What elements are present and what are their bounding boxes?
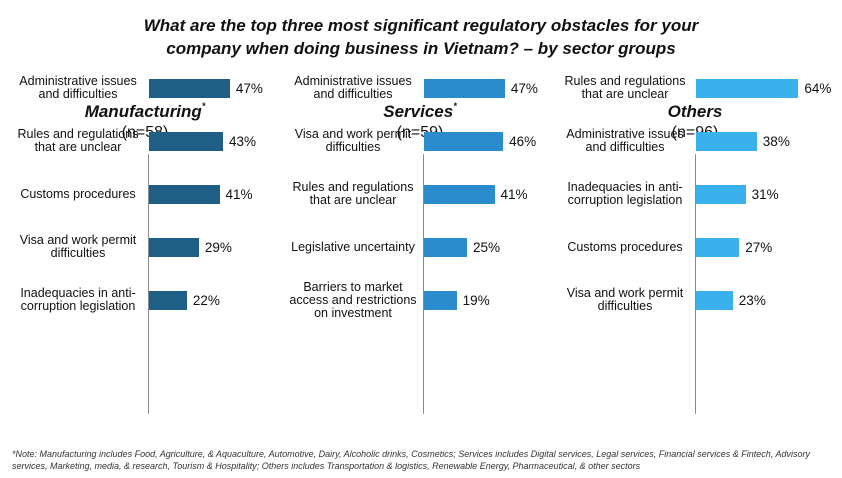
panel-title-text: Services bbox=[383, 102, 454, 121]
bar bbox=[696, 131, 757, 151]
data-label: 25% bbox=[473, 239, 501, 255]
category-label: Inadequacies in anti-corruption legislat… bbox=[20, 286, 136, 313]
manufacturing-panel: Manufacturing* (n=58) Administrative iss… bbox=[10, 75, 280, 426]
category-label: Inadequacies in anti-corruption legislat… bbox=[567, 180, 683, 207]
panel-title: Manufacturing* bbox=[10, 96, 280, 122]
bar bbox=[149, 184, 220, 204]
bar bbox=[149, 131, 223, 151]
bar bbox=[696, 237, 740, 257]
bar bbox=[696, 290, 733, 310]
category-label: Visa and work permit difficulties bbox=[19, 233, 137, 260]
bar bbox=[696, 78, 799, 98]
bar bbox=[149, 237, 199, 257]
chart-title-line: company when doing business in Vietnam? … bbox=[166, 39, 676, 58]
data-label: 43% bbox=[228, 133, 256, 149]
bar bbox=[696, 184, 746, 204]
bar bbox=[424, 131, 504, 151]
category-label: Rules and regulations that are unclear bbox=[292, 180, 414, 207]
chart-title-line: What are the top three most significant … bbox=[143, 16, 699, 35]
category-label: Administrative issues and difficulties bbox=[566, 127, 684, 154]
category-label: Rules and regulations that are unclear bbox=[17, 127, 139, 154]
bar bbox=[149, 78, 230, 98]
data-label: 64% bbox=[804, 80, 832, 96]
data-label: 38% bbox=[762, 133, 790, 149]
footnote-marker: * bbox=[201, 101, 206, 111]
category-axis-line bbox=[148, 154, 149, 414]
bar bbox=[424, 290, 457, 310]
footnote-marker: * bbox=[453, 101, 457, 111]
data-label: 47% bbox=[235, 80, 263, 96]
category-label: Rules and regulations that are unclear bbox=[564, 74, 686, 101]
panel-title: Services* bbox=[285, 96, 555, 122]
category-axis-line bbox=[695, 154, 696, 414]
chart-title: What are the top three most significant … bbox=[60, 14, 782, 60]
category-label: Administrative issues and difficulties bbox=[19, 74, 137, 101]
category-label: Legislative uncertainty bbox=[291, 239, 415, 254]
category-label: Barriers to market access and restrictio… bbox=[289, 279, 417, 320]
data-label: 46% bbox=[509, 133, 537, 149]
data-label: 22% bbox=[192, 292, 220, 308]
panel-header: Services* (n=59) bbox=[285, 96, 555, 142]
panel-title: Others bbox=[560, 96, 830, 122]
category-label: Visa and work permit difficulties bbox=[294, 127, 412, 154]
category-label: Customs procedures bbox=[20, 186, 136, 201]
bar bbox=[424, 78, 505, 98]
others-panel: Others (n=96) Rules and regulations that… bbox=[560, 75, 831, 426]
data-label: 47% bbox=[510, 80, 538, 96]
bar bbox=[424, 237, 467, 257]
data-label: 41% bbox=[500, 186, 528, 202]
bar bbox=[424, 184, 495, 204]
data-label: 41% bbox=[225, 186, 253, 202]
data-label: 31% bbox=[751, 186, 779, 202]
category-label: Customs procedures bbox=[567, 239, 683, 254]
panel-title-text: Manufacturing bbox=[84, 102, 202, 121]
category-label: Visa and work permit difficulties bbox=[566, 286, 684, 313]
services-panel: Services* (n=59) Administrative issues a… bbox=[285, 75, 555, 426]
category-label: Administrative issues and difficulties bbox=[294, 74, 412, 101]
footnote: *Note: Manufacturing includes Food, Agri… bbox=[12, 449, 810, 471]
data-label: 27% bbox=[745, 239, 773, 255]
bar bbox=[149, 290, 187, 310]
panel-title-text: Others bbox=[667, 102, 723, 121]
data-label: 19% bbox=[462, 292, 490, 308]
data-label: 23% bbox=[738, 292, 766, 308]
category-axis-line bbox=[423, 154, 424, 414]
data-label: 29% bbox=[204, 239, 232, 255]
